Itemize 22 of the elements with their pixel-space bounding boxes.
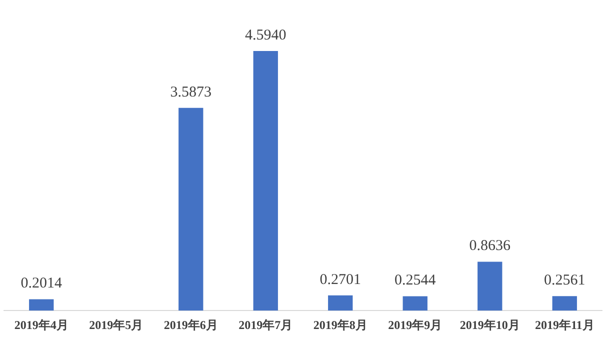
data-label: 0.2701 [320,272,361,288]
data-label: 0.2544 [394,272,436,289]
x-tick-label: 2019年6月 [164,318,218,332]
bar [328,295,353,311]
x-tick-label: 2019年5月 [89,318,144,332]
x-tick-label: 2019年4月 [14,318,68,332]
data-label: 0.8636 [469,238,511,254]
bar [29,299,54,311]
data-label: 4.5940 [245,27,286,44]
bar [478,262,502,311]
x-tick-label: 2019年10月 [460,318,520,332]
bar [402,296,428,311]
x-tick-label: 2019年11月 [534,318,594,332]
bar [552,296,577,311]
bar [178,108,204,311]
x-tick-label: 2019年9月 [388,318,442,332]
x-tick-label: 2019年8月 [313,318,368,332]
bar [253,50,278,311]
x-tick-label: 2019年7月 [238,318,293,332]
data-label: 0.2561 [544,272,586,289]
data-label: 3.5873 [170,84,212,100]
data-label: 0.2014 [20,276,62,292]
